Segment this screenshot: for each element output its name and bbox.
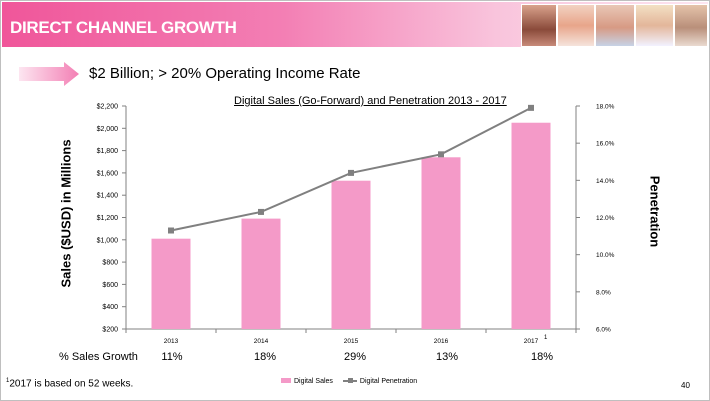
y2-tick-label: 18.0%	[596, 104, 615, 111]
model-photo-5	[674, 4, 708, 47]
headline-subtitle: $2 Billion; > 20% Operating Income Rate	[89, 65, 361, 82]
x-tick-label-2016: 2016	[434, 338, 449, 345]
model-photo-1	[521, 4, 557, 47]
y-tick-label: $1,200	[97, 215, 119, 222]
sales-growth-2014: 18%	[253, 351, 277, 363]
model-photo-4	[635, 4, 674, 47]
y-tick-label: $200	[102, 327, 118, 334]
bar-digital-sales-2015	[331, 180, 371, 329]
slide-title: DIRECT CHANNEL GROWTH	[10, 18, 237, 37]
model-photo-3	[595, 4, 635, 47]
x-tick-label-2013: 2013	[164, 338, 179, 345]
bar-digital-sales-2014	[241, 218, 281, 329]
sales-growth-2017: 18%	[530, 351, 554, 363]
chart-title: Digital Sales (Go-Forward) and Penetrati…	[234, 95, 507, 107]
y-tick-label: $800	[102, 260, 118, 267]
y2-tick-label: 6.0%	[596, 327, 611, 334]
x-tick-footnote-marker: 1	[544, 335, 548, 341]
y-tick-label: $1,000	[97, 237, 119, 244]
y2-tick-label: 16.0%	[596, 141, 615, 148]
sales-growth-label: % Sales Growth	[59, 351, 138, 363]
y-tick-label: $600	[102, 282, 118, 289]
point-digital-penetration-2017	[528, 104, 534, 111]
point-digital-penetration-2013	[168, 227, 174, 234]
legend-item-digital-penetration: Digital Penetration	[342, 377, 418, 385]
y2-tick-label: 12.0%	[596, 215, 615, 222]
y-tick-label: $1,600	[97, 170, 119, 177]
page-number: 40	[681, 381, 690, 390]
y-tick-label: $1,800	[97, 148, 119, 155]
y2-tick-label: 14.0%	[596, 178, 615, 185]
sales-growth-2016: 13%	[435, 351, 459, 363]
x-tick-label-2014: 2014	[254, 338, 269, 345]
bar-digital-sales-2017	[511, 122, 551, 329]
bar-digital-sales-2013	[151, 238, 191, 329]
legend-swatch-line	[342, 377, 357, 385]
point-digital-penetration-2016	[438, 151, 444, 158]
legend-label-digital-penetration: Digital Penetration	[359, 377, 418, 385]
point-digital-penetration-2015	[348, 169, 354, 176]
chart-canvas: $200 $400 $600 $800 $1,000 $1,200 $1,400 $1,600…	[97, 104, 615, 346]
sales-growth-2013: 11%	[161, 351, 183, 363]
point-digital-penetration-2014	[258, 208, 264, 215]
model-photo-2	[557, 4, 595, 47]
y-tick-label: $400	[102, 304, 118, 311]
legend-label-digital-sales: Digital Sales	[294, 377, 333, 385]
y2-tick-label: 10.0%	[596, 252, 615, 259]
footnote: 12017 is based on 52 weeks.	[6, 378, 133, 389]
x-tick-label-2017: 2017	[524, 338, 539, 345]
arrow-right-icon	[19, 62, 79, 86]
x-tick-label-2015: 2015	[344, 338, 359, 345]
legend-item-digital-sales: Digital Sales	[281, 378, 333, 385]
footnote-text: 2017 is based on 52 weeks.	[9, 378, 134, 390]
bar-digital-sales-2016	[421, 157, 461, 329]
legend-swatch-bar	[281, 378, 291, 384]
y-tick-label: $1,400	[97, 193, 119, 200]
y-tick-label: $2,000	[97, 126, 119, 133]
y2-tick-label: 8.0%	[596, 289, 611, 296]
footnote-marker: 1	[6, 378, 10, 384]
chart-legend: Digital Sales Digital Penetration	[281, 377, 417, 385]
y-tick-label: $2,200	[97, 104, 119, 111]
sales-growth-2015: 29%	[343, 351, 367, 363]
